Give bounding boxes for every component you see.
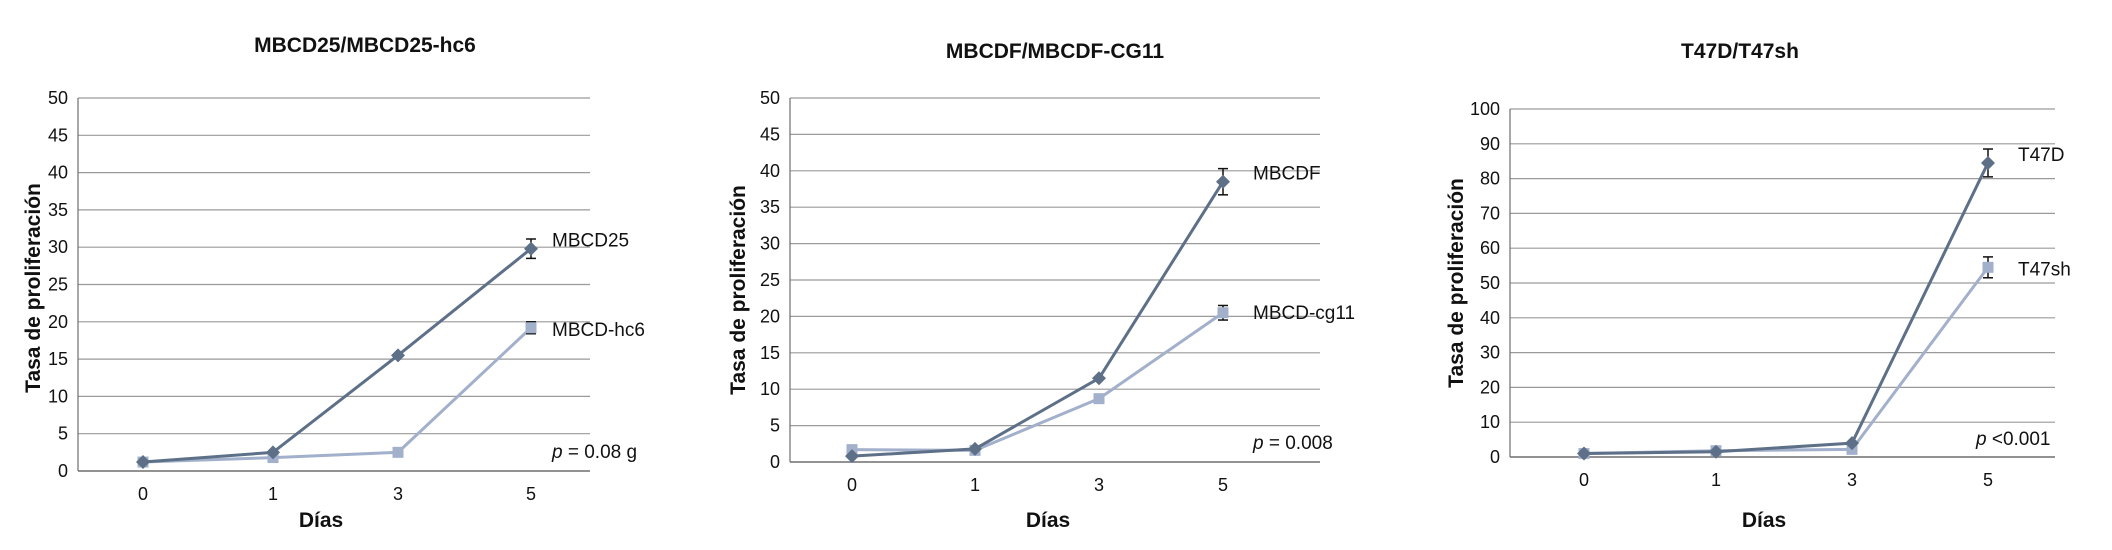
x-axis-title: Días — [1742, 509, 1786, 532]
data-point-MBCD25 — [266, 445, 280, 460]
y-tick-label: 45 — [48, 125, 68, 145]
y-tick-label: 0 — [58, 461, 68, 481]
y-tick-label: 35 — [760, 197, 780, 217]
series-line-MBCD-cg11 — [851, 311, 1224, 452]
y-tick-label: 50 — [760, 88, 780, 108]
data-point-T47D — [1845, 436, 1859, 451]
y-axis-title: Tasa de proliferación — [22, 183, 45, 393]
y-axis-title: Tasa de proliferación — [1445, 178, 1468, 388]
y-tick-label: 25 — [48, 275, 68, 295]
chart-panel-2: MBCDF/MBCDF-CG11 Tasa de proliferación D… — [727, 40, 1355, 532]
y-tick-label: 50 — [1480, 273, 1500, 293]
series-line-MBCDF — [851, 180, 1225, 458]
y-tick-label: 70 — [1480, 203, 1500, 223]
x-axis-title: Días — [1026, 509, 1070, 532]
data-point-MBCDF — [845, 449, 859, 464]
series-label-T47D: T47D — [2018, 145, 2064, 166]
chart-title: MBCD25/MBCD25-hc6 — [254, 34, 476, 57]
y-tick-label: 40 — [1480, 308, 1500, 328]
series-label-MBCD-hc6: MBCD-hc6 — [552, 320, 645, 341]
p-value-annotation: p = 0.08 g — [551, 442, 637, 463]
x-tick-label: 3 — [1094, 475, 1104, 495]
y-tick-label: 0 — [770, 452, 780, 472]
y-tick-label: 10 — [48, 386, 68, 406]
series-line-T47D — [1583, 162, 1990, 456]
y-tick-label: 20 — [760, 306, 780, 326]
y-tick-label: 80 — [1480, 169, 1500, 189]
y-tick-label: 20 — [48, 312, 68, 332]
series-line-MBCD25 — [142, 247, 532, 464]
x-axis-title: Días — [299, 509, 343, 532]
x-tick-label: 0 — [1579, 470, 1589, 490]
y-tick-label: 40 — [760, 161, 780, 181]
y-tick-label: 40 — [48, 163, 68, 183]
y-tick-label: 30 — [48, 237, 68, 257]
x-tick-label: 5 — [1983, 470, 1993, 490]
series-label-T47sh: T47sh — [2018, 259, 2071, 280]
y-tick-label: 100 — [1470, 99, 1500, 119]
series-label-MBCD25: MBCD25 — [552, 231, 629, 252]
series-line-T47sh — [1583, 266, 1990, 456]
p-value-annotation: p <0.001 — [1975, 429, 2051, 450]
y-tick-label: 30 — [1480, 343, 1500, 363]
y-tick-label: 5 — [58, 424, 68, 444]
data-point-MBCD25 — [136, 455, 150, 470]
chart-panel-3: T47D/T47sh Tasa de proliferación Días p … — [1445, 40, 2071, 532]
series-label-MBCD-cg11: MBCD-cg11 — [1253, 303, 1355, 324]
x-tick-label: 1 — [970, 475, 980, 495]
data-point-MBCDF — [1216, 174, 1230, 189]
data-point-T47sh — [1982, 261, 1994, 273]
y-tick-label: 0 — [1490, 447, 1500, 467]
series-line-MBCD-hc6 — [142, 326, 533, 464]
chart-panel-1: MBCD25/MBCD25-hc6 Tasa de proliferación … — [22, 34, 645, 532]
data-point-MBCDF — [1092, 371, 1106, 386]
y-tick-label: 60 — [1480, 238, 1500, 258]
y-tick-label: 10 — [1480, 412, 1500, 432]
x-tick-label: 1 — [1711, 470, 1721, 490]
x-tick-label: 0 — [847, 475, 857, 495]
y-tick-label: 45 — [760, 124, 780, 144]
y-tick-label: 50 — [48, 88, 68, 108]
data-point-MBCD-hc6 — [525, 322, 537, 334]
y-tick-label: 15 — [760, 343, 780, 363]
data-point-MBCD-hc6 — [392, 446, 404, 458]
x-tick-label: 0 — [138, 484, 148, 504]
data-point-MBCD25 — [391, 348, 405, 363]
data-point-MBCD-cg11 — [1093, 393, 1105, 405]
y-axis-title: Tasa de proliferación — [727, 185, 750, 395]
data-point-T47D — [1577, 446, 1591, 461]
y-tick-label: 90 — [1480, 134, 1500, 154]
chart-title: T47D/T47sh — [1681, 40, 1799, 63]
x-tick-label: 3 — [1847, 470, 1857, 490]
x-tick-label: 1 — [268, 484, 278, 504]
chart-title: MBCDF/MBCDF-CG11 — [946, 40, 1164, 63]
y-tick-label: 25 — [760, 270, 780, 290]
data-point-MBCD25 — [524, 241, 538, 256]
y-tick-label: 15 — [48, 349, 68, 369]
data-point-MBCD-cg11 — [1217, 307, 1229, 319]
x-tick-label: 3 — [393, 484, 403, 504]
y-tick-label: 35 — [48, 200, 68, 220]
y-tick-label: 30 — [760, 234, 780, 254]
series-label-MBCDF: MBCDF — [1253, 164, 1321, 185]
y-tick-label: 5 — [770, 416, 780, 436]
data-point-T47D — [1981, 155, 1995, 170]
p-value-annotation: p = 0.008 — [1252, 433, 1333, 454]
y-tick-label: 10 — [760, 379, 780, 399]
x-tick-label: 5 — [1218, 475, 1228, 495]
data-point-T47D — [1709, 444, 1723, 459]
x-tick-label: 5 — [526, 484, 536, 504]
data-point-MBCDF — [968, 441, 982, 456]
y-tick-label: 20 — [1480, 377, 1500, 397]
